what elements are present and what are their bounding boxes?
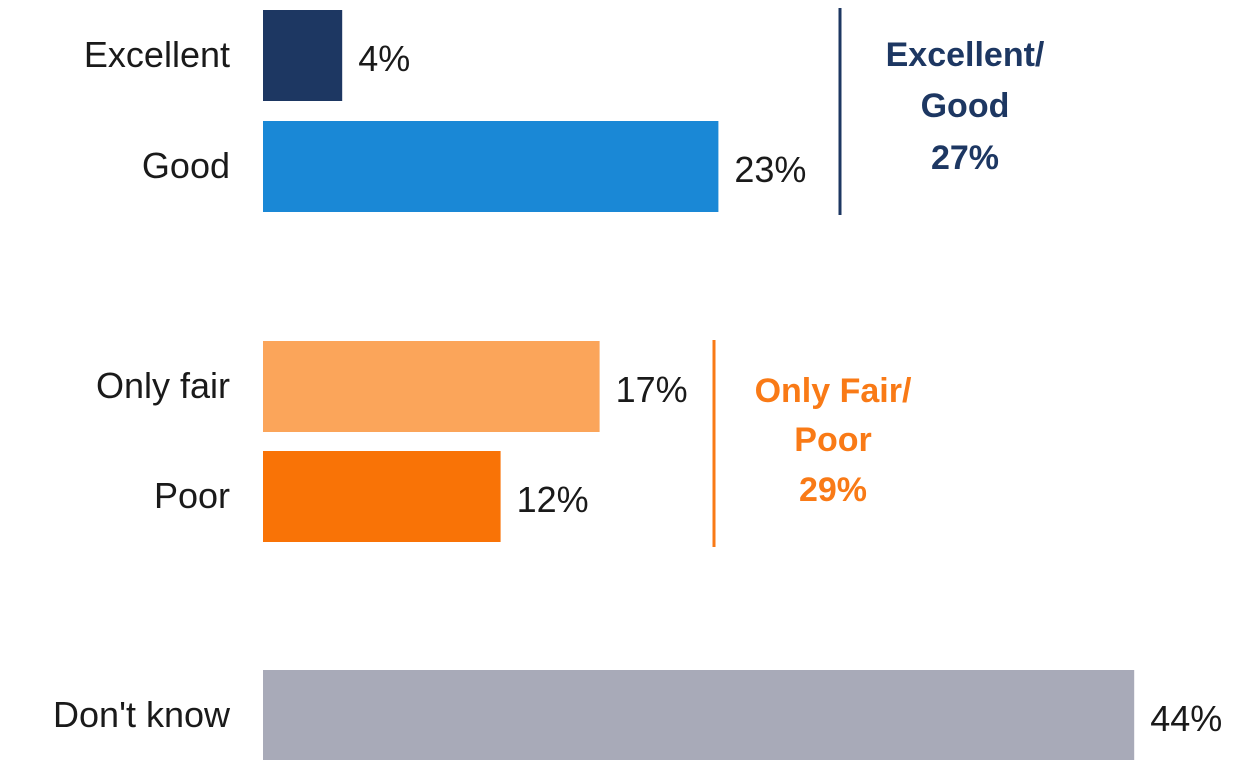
category-label: Poor (154, 475, 230, 516)
group-label: Good (921, 87, 1010, 125)
bar (263, 341, 600, 432)
bar (263, 451, 501, 542)
bar (263, 10, 343, 101)
value-label: 17% (616, 369, 688, 410)
group-value: 29% (799, 471, 867, 509)
category-label: Good (142, 145, 230, 186)
bar (263, 670, 1135, 760)
category-label: Only fair (96, 365, 230, 406)
value-label: 12% (517, 479, 589, 520)
group-label: Only Fair/ (755, 372, 912, 410)
category-label: Excellent (84, 34, 230, 75)
value-label: 23% (734, 149, 806, 190)
group-value: 27% (931, 139, 999, 177)
value-label: 4% (358, 38, 410, 79)
bar (263, 121, 719, 212)
group-label: Excellent/ (886, 36, 1045, 74)
category-label: Don't know (53, 694, 231, 735)
group-label: Poor (794, 421, 871, 459)
value-label: 44% (1150, 698, 1222, 739)
